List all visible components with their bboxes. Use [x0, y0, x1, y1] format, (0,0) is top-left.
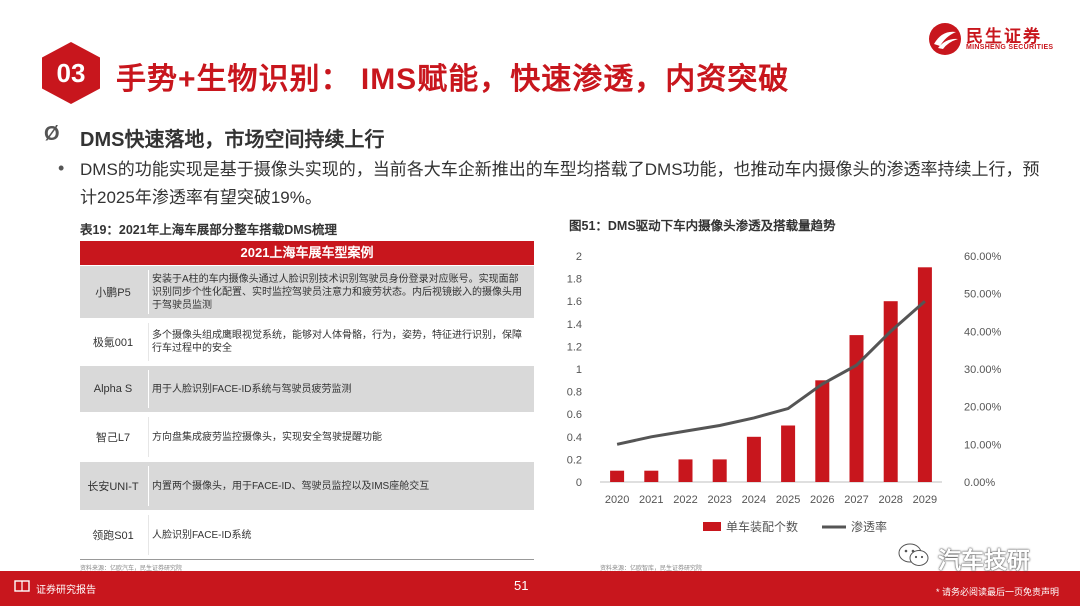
- cell-divider: [148, 465, 149, 507]
- y-left-tick-label: 2: [576, 251, 582, 263]
- penetration-rate-line: [616, 300, 926, 446]
- table-cell-desc: 安装于A柱的车内摄像头通过人脸识别技术识别驾驶员身份登录对应账号。实现面部识别同…: [152, 273, 522, 311]
- wechat-icon: [898, 543, 929, 566]
- table-row: 极氪001 多个摄像头组成鹰眼视觉系统，能够对人体骨骼，行为，姿势，特征进行识别…: [80, 319, 534, 365]
- chart-source: 资料来源：亿欧智库，民生证券研究院: [600, 566, 703, 572]
- footer-report-label: 证券研究报告: [36, 585, 96, 596]
- table-source: 资料来源：亿欧汽车，民生证券研究院: [80, 566, 183, 572]
- y-right-tick-label: 20.00%: [964, 402, 1002, 414]
- main-bullet: DMS快速落地，市场空间持续上行: [80, 129, 385, 151]
- book-icon: [14, 580, 30, 592]
- bar-2024: [746, 436, 761, 482]
- table-cell-model: 极氪001: [92, 337, 134, 349]
- legend-swatch-bars: [703, 522, 721, 531]
- page-title: 手势+生物识别： IMS赋能，快速渗透，内资突破: [116, 63, 790, 96]
- bar-2028: [883, 301, 898, 482]
- x-tick-label: 2023: [707, 494, 731, 506]
- y-left-tick-label: 0.6: [567, 409, 582, 421]
- table-row: 智己L7 方向盘集成疲劳监控摄像头，实现安全驾驶提醒功能: [80, 413, 534, 461]
- logo-text-en: MINSHENG SECURITIES: [966, 44, 1054, 51]
- y-left-tick-label: 1.4: [567, 319, 582, 331]
- table-cell-desc: 多个摄像头组成鹰眼视觉系统，能够对人体骨骼，行为，姿势，特征进行识别，保障行车过…: [152, 330, 522, 354]
- x-tick-label: 2028: [878, 494, 902, 506]
- table-header: 2021上海车展车型案例: [80, 241, 534, 265]
- table-cell-model: 领跑S01: [92, 530, 134, 542]
- bar-2026: [815, 380, 830, 482]
- legend-label-bars: 单车装配个数: [726, 519, 798, 534]
- y-right-tick-label: 40.00%: [964, 326, 1002, 338]
- bar-2022: [678, 459, 693, 482]
- bar-2020: [610, 470, 625, 482]
- table-cell-model: 小鹏P5: [95, 287, 131, 299]
- watermark-text: 汽车技研: [938, 547, 1030, 573]
- bullet-symbol: Ø: [44, 123, 60, 145]
- table-caption: 表19：2021年上海车展部分整车搭载DMS梳理: [80, 223, 337, 237]
- table-cell-model: 智己L7: [95, 432, 131, 444]
- chart-title: 图51：DMS驱动下车内摄像头渗透及搭载量趋势: [569, 219, 836, 233]
- disclaimer-note: * 请务必阅读最后一页免责声明: [936, 587, 1060, 597]
- sub-bullet: DMS的功能实现是基于摄像头实现的，当前各大车企新推出的车型均搭载了DMS功能，…: [80, 160, 1040, 207]
- x-tick-label: 2021: [639, 494, 663, 506]
- table-bottom-rule: [80, 559, 534, 560]
- y-right-tick-label: 0.00%: [964, 477, 995, 489]
- table-cell-desc: 用于人脸识别FACE-ID系统与驾驶员疲劳监测: [152, 383, 352, 395]
- y-left-tick-label: 1.2: [567, 341, 582, 353]
- table-cell-model: 长安UNI-T: [87, 481, 139, 493]
- cell-divider: [148, 514, 149, 556]
- x-tick-label: 2022: [673, 494, 697, 506]
- table-row: 小鹏P5 安装于A柱的车内摄像头通过人脸识别技术识别驾驶员身份登录对应账号。实现…: [80, 266, 534, 318]
- cell-divider: [148, 369, 149, 409]
- y-left-tick-label: 1: [576, 364, 582, 376]
- x-tick-label: 2020: [605, 494, 629, 506]
- y-left-tick-label: 0.2: [567, 454, 582, 466]
- y-right-tick-label: 60.00%: [964, 251, 1002, 263]
- y-left-tick-label: 0.4: [567, 432, 582, 444]
- cell-divider: [148, 322, 149, 362]
- x-tick-label: 2025: [776, 494, 800, 506]
- x-tick-label: 2029: [913, 494, 937, 506]
- x-tick-label: 2026: [810, 494, 834, 506]
- y-right-tick-label: 30.00%: [964, 364, 1002, 376]
- bar-2023: [712, 459, 727, 482]
- bar-2025: [781, 425, 796, 482]
- y-left-tick-label: 1.8: [567, 274, 582, 286]
- legend-label-line: 渗透率: [851, 519, 887, 534]
- bar-2021: [644, 470, 659, 482]
- table-row: 领跑S01 人脸识别FACE-ID系统: [80, 511, 534, 559]
- bar-2029: [917, 267, 932, 482]
- x-tick-label: 2027: [844, 494, 868, 506]
- cell-divider: [148, 270, 149, 314]
- page-number: 51: [514, 578, 529, 593]
- x-tick-label: 2024: [742, 494, 766, 506]
- bar-2027: [849, 335, 864, 482]
- footer-bar: [0, 571, 1080, 606]
- table-cell-desc: 人脸识别FACE-ID系统: [152, 529, 252, 541]
- sub-bullet-dot: •: [58, 158, 65, 178]
- y-left-tick-label: 0.8: [567, 387, 582, 399]
- minsheng-logo-icon: [929, 23, 961, 55]
- table-cell-desc: 内置两个摄像头，用于FACE-ID、驾驶员监控以及IMS座舱交互: [152, 480, 430, 492]
- table-cell-model: Alpha S: [93, 383, 133, 395]
- y-left-tick-label: 1.6: [567, 296, 582, 308]
- cell-divider: [148, 416, 149, 458]
- y-right-tick-label: 50.00%: [964, 289, 1002, 301]
- table-row: Alpha S 用于人脸识别FACE-ID系统与驾驶员疲劳监测: [80, 366, 534, 412]
- camera-penetration-chart: 00.20.40.60.811.21.41.61.820.00%10.00%20…: [567, 251, 1002, 534]
- table-cell-desc: 方向盘集成疲劳监控摄像头，实现安全驾驶提醒功能: [152, 431, 382, 443]
- logo-text: 民生证券: [966, 27, 1042, 46]
- y-right-tick-label: 10.00%: [964, 439, 1002, 451]
- section-number: 03: [56, 58, 86, 88]
- y-left-tick-label: 0: [576, 477, 582, 489]
- table-row: 长安UNI-T 内置两个摄像头，用于FACE-ID、驾驶员监控以及IMS座舱交互: [80, 462, 534, 510]
